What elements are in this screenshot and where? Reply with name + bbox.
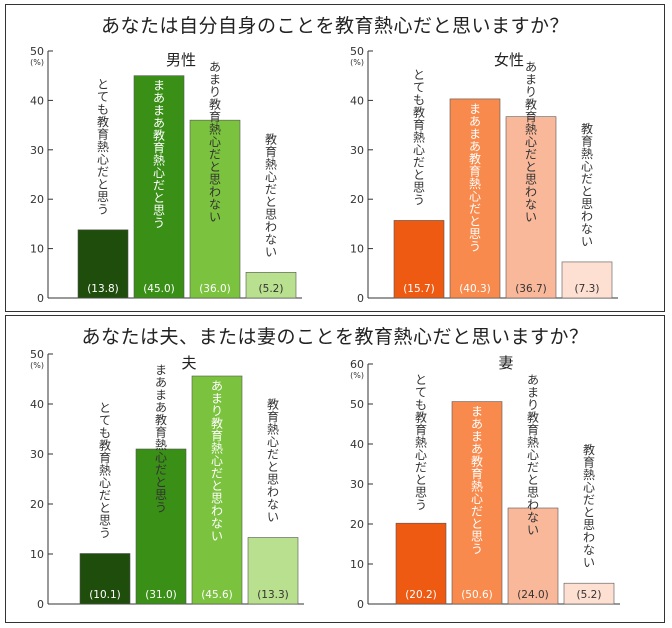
y-tick-label: 10	[350, 558, 364, 571]
bar-charts-self: 男性01020304050(%)(13.8)とても教育熱心だと思う(45.0)ま…	[30, 45, 618, 305]
bar	[191, 375, 243, 605]
bar	[189, 119, 241, 299]
bar	[133, 75, 185, 299]
y-tick-label: 40	[350, 94, 364, 107]
value-label: (15.7)	[403, 283, 435, 295]
value-label: (7.3)	[575, 283, 600, 295]
y-tick-label: 40	[30, 94, 44, 107]
y-unit-label: (%)	[350, 371, 364, 380]
y-tick-label: 20	[30, 498, 44, 511]
category-label: とても教育熱心だと思う	[99, 401, 111, 540]
category-label: とても教育熱心だと思う	[415, 373, 427, 512]
category-label: 教育熱心だと思わない	[267, 397, 279, 525]
y-unit-label: (%)	[30, 361, 44, 370]
value-label: (36.7)	[515, 283, 547, 295]
y-tick-label: 20	[30, 193, 44, 206]
chart-title: 男性	[166, 51, 196, 69]
y-tick-label: 0	[37, 598, 44, 611]
bar-charts-spouse: 夫01020304050(%)(10.1)とても教育熱心だと思う(31.0)まあ…	[30, 348, 620, 611]
y-tick-label: 50	[350, 45, 364, 58]
bar	[561, 261, 613, 299]
bar	[451, 401, 503, 605]
chart-0: 夫 0 10 20 30 40 50(%) (10.1) とても教育熱心だと思う (31.0) まあ…	[30, 348, 304, 611]
bar	[135, 448, 187, 605]
chart-0: 男性 0 10 20 30 40 50(%) (13.8) とても教育熱心だと思う (45.0) ま…	[30, 45, 302, 305]
category-label: あまり教育熱心だと思わない	[525, 60, 537, 224]
y-tick-label: 30	[30, 144, 44, 157]
bar	[563, 582, 615, 605]
chart-1: 女性 0 10 20 30 40 50(%) (15.7) とても教育熱心だと思う (40.3) ま…	[350, 45, 618, 305]
y-tick-label: 0	[357, 598, 364, 611]
chart-title: 夫	[181, 354, 196, 372]
category-label: あまり教育熱心だと思わない	[211, 379, 223, 543]
bar	[77, 229, 129, 299]
y-tick-label: 20	[350, 193, 364, 206]
bar	[393, 220, 445, 299]
category-label: まあまあ教育熱心だと思う	[155, 363, 167, 515]
bar	[507, 507, 559, 605]
y-tick-label: 50	[350, 398, 364, 411]
category-label: まあまあ教育熱心だと思う	[471, 405, 483, 556]
y-tick-label: 50	[30, 45, 44, 58]
category-label: とても教育熱心だと思う	[97, 77, 109, 216]
y-tick-label: 40	[30, 398, 44, 411]
value-label: (45.0)	[143, 283, 175, 295]
value-label: (13.3)	[257, 589, 289, 601]
value-label: (10.1)	[89, 589, 121, 601]
survey-panel-spouse: あなたは夫、または妻のことを教育熱心だと思いますか？ 夫 0 10 20 30 40 50(…	[5, 315, 665, 623]
y-unit-label: (%)	[30, 58, 44, 67]
value-label: (24.0)	[517, 589, 549, 601]
y-tick-label: 30	[30, 448, 44, 461]
category-label: まあまあ教育熱心だと思う	[153, 79, 165, 231]
y-tick-label: 30	[350, 144, 364, 157]
category-label: あまり教育熱心だと思わない	[209, 60, 221, 224]
bar	[247, 537, 299, 605]
bar	[245, 272, 297, 299]
y-tick-label: 50	[30, 348, 44, 361]
bar	[79, 553, 131, 605]
value-label: (5.2)	[577, 589, 602, 601]
y-unit-label: (%)	[350, 58, 364, 67]
value-label: (36.0)	[199, 283, 231, 295]
panel-title: あなたは夫、または妻のことを教育熱心だと思いますか？	[81, 326, 589, 348]
y-tick-label: 10	[30, 243, 44, 256]
y-tick-label: 10	[350, 243, 364, 256]
y-tick-label: 60	[350, 358, 364, 371]
value-label: (40.3)	[459, 283, 491, 295]
y-tick-label: 0	[357, 292, 364, 305]
category-label: 教育熱心だと思わない	[265, 131, 277, 259]
chart-title: 妻	[498, 354, 513, 372]
value-label: (45.6)	[201, 589, 233, 601]
y-tick-label: 40	[350, 438, 364, 451]
chart-1: 妻 0 10 20 30 40 50 60(%) (20.2) とても教育熱心だと思う (50.6)…	[350, 354, 620, 611]
category-label: あまり教育熱心だと思わない	[527, 373, 539, 537]
panel-title: あなたは自分自身のことを教育熱心だと思いますか？	[100, 15, 569, 37]
bar	[505, 116, 557, 299]
bar	[449, 98, 501, 299]
category-label: とても教育熱心だと思う	[413, 68, 425, 207]
value-label: (20.2)	[405, 589, 437, 601]
value-label: (5.2)	[259, 283, 284, 295]
category-label: まあまあ教育熱心だと思う	[469, 102, 481, 254]
survey-panel-self: あなたは自分自身のことを教育熱心だと思いますか？ 男性 0 10 20 30 40 50 (%…	[5, 4, 665, 312]
bar	[395, 522, 447, 605]
chart-title: 女性	[494, 51, 524, 69]
y-tick-label: 30	[350, 478, 364, 491]
value-label: (31.0)	[145, 589, 177, 601]
y-tick-label: 0	[37, 292, 44, 305]
category-label: 教育熱心だと思わない	[583, 442, 595, 570]
value-label: (50.6)	[461, 589, 493, 601]
category-label: 教育熱心だと思わない	[581, 121, 593, 249]
y-tick-label: 20	[350, 518, 364, 531]
value-label: (13.8)	[87, 283, 119, 295]
y-tick-label: 10	[30, 548, 44, 561]
